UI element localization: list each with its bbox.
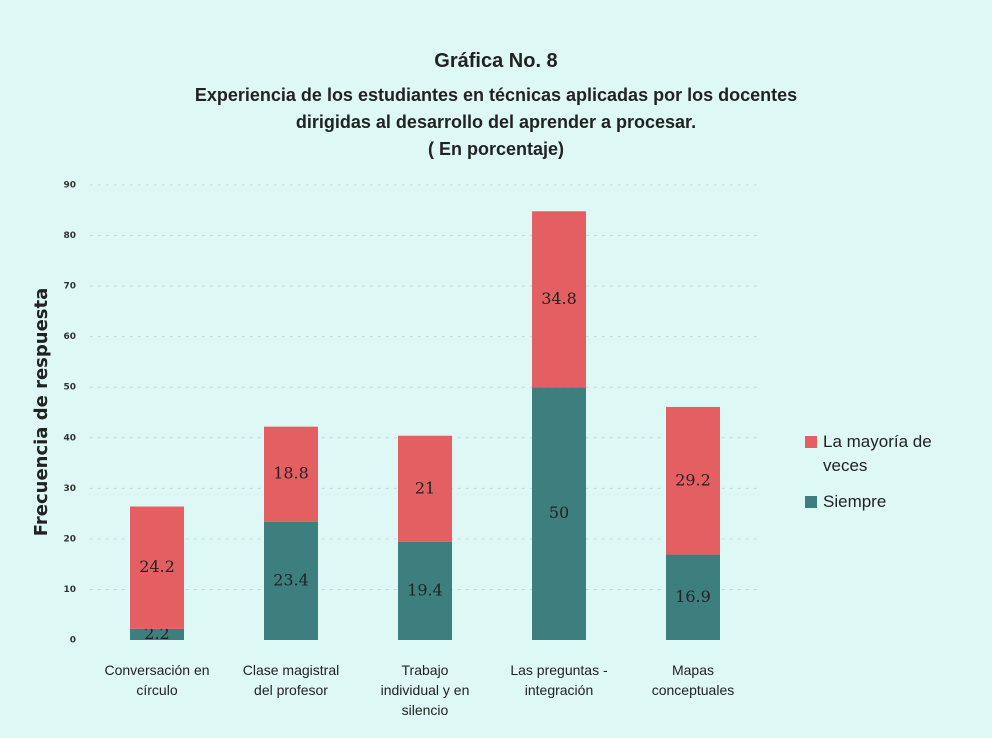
x-tick-label: Mapas conceptuales <box>651 662 735 698</box>
y-tick-label: 10 <box>63 585 76 595</box>
data-label: 23.4 <box>273 570 309 589</box>
data-label: 34.8 <box>541 289 577 308</box>
legend-swatch <box>805 496 817 508</box>
bar-segment <box>130 628 184 640</box>
bar-segment <box>532 387 586 640</box>
legend-item: La mayoría de veces <box>805 430 965 478</box>
legend-label: La mayoría de veces <box>823 432 932 475</box>
data-label: 21 <box>415 478 435 497</box>
chart-subtitle: Experiencia de los estudiantes en técnic… <box>194 85 798 159</box>
y-axis-label: Frecuencia de respuesta <box>31 288 52 537</box>
bar-segment <box>532 211 586 388</box>
y-tick-label: 90 <box>63 181 76 191</box>
x-tick-label: Clase magistral del profesor <box>242 662 340 698</box>
data-label: 18.8 <box>273 464 309 483</box>
data-label: 16.9 <box>675 587 711 606</box>
data-label: 24.2 <box>139 557 175 576</box>
x-tick-label: Trabajo individual y en silencio <box>380 662 470 718</box>
bar-segment <box>666 554 720 640</box>
data-label: 29.2 <box>675 470 711 489</box>
bar-segment <box>130 506 184 629</box>
y-tick-label: 60 <box>63 332 76 342</box>
legend-item: Siempre <box>805 490 965 514</box>
y-tick-label: 0 <box>70 636 76 646</box>
chart-title: Gráfica No. 8 <box>434 50 558 72</box>
x-tick-label: Conversación en círculo <box>104 662 210 698</box>
legend-label: Siempre <box>823 492 887 511</box>
bar-segment <box>398 435 452 542</box>
y-tick-label: 20 <box>63 534 76 544</box>
y-tick-label: 30 <box>63 484 76 494</box>
y-tick-label: 70 <box>63 282 76 292</box>
bar-segment <box>666 406 720 555</box>
data-label: 19.4 <box>407 580 443 599</box>
legend-swatch <box>805 436 817 448</box>
bar-segment <box>398 541 452 640</box>
y-tick-label: 40 <box>63 433 76 443</box>
y-tick-label: 80 <box>63 231 76 241</box>
bar-segment <box>264 426 318 522</box>
bar-segment <box>264 521 318 640</box>
x-tick-label: Las preguntas - integración <box>510 662 608 698</box>
y-tick-label: 50 <box>63 383 76 393</box>
data-label: 50 <box>549 503 569 522</box>
